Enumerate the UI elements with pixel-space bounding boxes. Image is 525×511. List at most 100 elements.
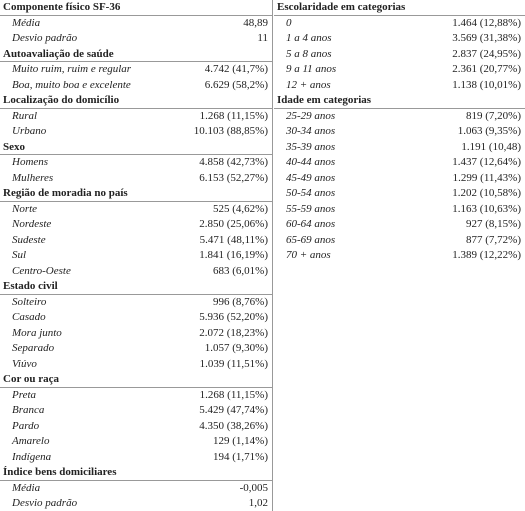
- row-label: Nordeste: [12, 218, 52, 230]
- row-label: Mulheres: [12, 171, 54, 184]
- row-label: Boa, muito boa e excelente: [12, 78, 131, 91]
- row-label: Média: [12, 481, 41, 494]
- section-header: Componente físico SF-36: [0, 0, 272, 16]
- row-label: 40-44 anos: [286, 156, 336, 168]
- row-label: Desvio padrão: [12, 32, 78, 44]
- row-value: 1.063 (9,35%): [457, 125, 521, 137]
- row-label: 5 a 8 anos: [286, 47, 332, 60]
- row-value: 1.057 (9,30%): [204, 342, 268, 354]
- table-row: 12 + anos 1.138 (10,01%): [274, 78, 525, 94]
- section-header: Autoavaliação de saúde: [0, 47, 272, 62]
- row-value: 2.837 (24,95%): [452, 47, 521, 60]
- row-label: Solteiro: [12, 295, 47, 308]
- row-value: 1.464 (12,88%): [452, 16, 521, 29]
- table-row: Urbano 10.103 (88,85%): [0, 124, 272, 140]
- row-label: Indígena: [12, 450, 52, 463]
- table-row: 65-69 anos 877 (7,72%): [274, 233, 525, 249]
- row-value: 1.202 (10,58%): [452, 187, 521, 199]
- row-value: 1.191 (10,48): [461, 140, 521, 153]
- row-label: 0: [286, 16, 292, 29]
- row-label: 55-59 anos: [286, 202, 336, 215]
- row-value: 683 (6,01%): [213, 264, 268, 277]
- table-row: 0 1.464 (12,88%): [274, 16, 525, 32]
- table-row: Nordeste 2.850 (25,06%): [0, 217, 272, 233]
- table-row: 45-49 anos 1.299 (11,43%): [274, 171, 525, 187]
- row-label: 70 + anos: [286, 249, 331, 261]
- row-value: 5.936 (52,20%): [199, 311, 268, 323]
- row-label: 12 + anos: [286, 78, 331, 91]
- row-label: Rural: [12, 109, 38, 122]
- row-label: Preta: [12, 388, 37, 401]
- row-label: Viúvo: [12, 357, 37, 370]
- table-row: 70 + anos 1.389 (12,22%): [274, 248, 525, 264]
- table-row: Indígena 194 (1,71%): [0, 450, 272, 466]
- row-value: 2.361 (20,77%): [452, 63, 521, 75]
- table-row: Separado 1.057 (9,30%): [0, 341, 272, 357]
- row-value: -0,005: [239, 481, 268, 494]
- row-value: 1.268 (11,15%): [199, 109, 268, 122]
- table-row: Boa, muito boa e excelente 6.629 (58,2%): [0, 78, 272, 94]
- table-row: 30-34 anos 1.063 (9,35%): [274, 124, 525, 140]
- table-row: Média -0,005: [0, 481, 272, 497]
- section-header: Localização do domicílio: [0, 93, 272, 109]
- row-value: 3.569 (31,38%): [452, 32, 521, 44]
- section-header: Idade em categorias: [274, 93, 525, 109]
- table-row: Homens 4.858 (42,73%): [0, 155, 272, 171]
- table-row: Preta 1.268 (11,15%): [0, 388, 272, 404]
- table-row: Mora junto 2.072 (18,23%): [0, 326, 272, 342]
- table-row: 60-64 anos 927 (8,15%): [274, 217, 525, 233]
- row-label: Muito ruim, ruim e regular: [12, 63, 132, 75]
- row-value: 1.389 (12,22%): [452, 249, 521, 261]
- row-label: Homens: [12, 156, 49, 168]
- section-header: Região de moradia no país: [0, 186, 272, 202]
- row-value: 525 (4,62%): [213, 202, 268, 215]
- table-row: 35-39 anos 1.191 (10,48): [274, 140, 525, 156]
- row-label: Sul: [12, 249, 27, 261]
- row-value: 819 (7,20%): [466, 109, 521, 122]
- section-header: Cor ou raça: [0, 372, 272, 388]
- row-value: 1.437 (12,64%): [452, 156, 521, 168]
- row-label: Sudeste: [12, 233, 46, 246]
- section-header: Estado civil: [0, 279, 272, 295]
- row-label: 50-54 anos: [286, 187, 336, 199]
- row-value: 6.629 (58,2%): [204, 78, 268, 91]
- row-value: 996 (8,76%): [213, 295, 268, 308]
- row-value: 10.103 (88,85%): [193, 125, 268, 137]
- row-label: 65-69 anos: [286, 233, 336, 246]
- row-label: 1 a 4 anos: [286, 32, 332, 44]
- row-value: 1.039 (11,51%): [199, 357, 268, 370]
- row-value: 1.138 (10,01%): [452, 78, 521, 91]
- row-value: 4.350 (38,26%): [199, 419, 268, 432]
- row-value: 6.153 (52,27%): [199, 171, 268, 184]
- table-row: 50-54 anos 1.202 (10,58%): [274, 186, 525, 202]
- row-label: Separado: [12, 342, 55, 354]
- row-value: 2.072 (18,23%): [199, 326, 268, 339]
- row-value: 877 (7,72%): [466, 233, 521, 246]
- row-label: Média: [12, 16, 41, 29]
- row-value: 129 (1,14%): [213, 435, 268, 447]
- table-row: Muito ruim, ruim e regular 4.742 (41,7%): [0, 62, 272, 78]
- row-value: 1.299 (11,43%): [452, 171, 521, 184]
- table-row: Sul 1.841 (16,19%): [0, 248, 272, 264]
- row-value: 48,89: [243, 16, 268, 29]
- row-value: 194 (1,71%): [213, 450, 268, 463]
- table-row: Solteiro 996 (8,76%): [0, 295, 272, 311]
- row-label: Amarelo: [12, 435, 50, 447]
- table-row: 40-44 anos 1.437 (12,64%): [274, 155, 525, 171]
- row-value: 1.268 (11,15%): [199, 388, 268, 401]
- row-label: Desvio padrão: [12, 497, 78, 509]
- section-header: Escolaridade em categorias: [274, 0, 525, 16]
- row-value: 4.742 (41,7%): [204, 63, 268, 75]
- row-label: 9 a 11 anos: [286, 63, 337, 75]
- row-value: 927 (8,15%): [466, 218, 521, 230]
- column-divider: [272, 0, 273, 511]
- row-label: Branca: [12, 404, 45, 416]
- table-row: 1 a 4 anos 3.569 (31,38%): [274, 31, 525, 47]
- row-value: 5.429 (47,74%): [199, 404, 268, 416]
- table-row: Sudeste 5.471 (48,11%): [0, 233, 272, 249]
- table-row: Rural 1.268 (11,15%): [0, 109, 272, 125]
- row-label: Pardo: [12, 419, 40, 432]
- row-value: 4.858 (42,73%): [199, 156, 268, 168]
- section-header: Sexo: [0, 140, 272, 155]
